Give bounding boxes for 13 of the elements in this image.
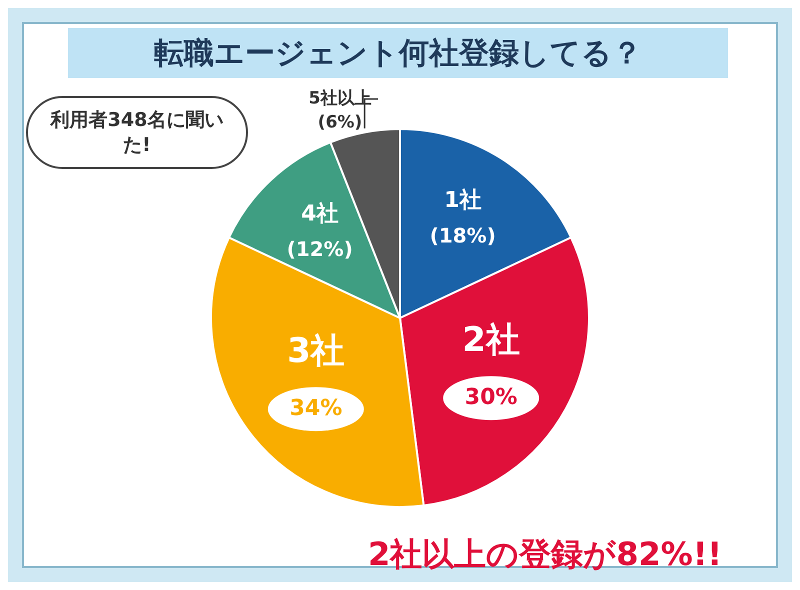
slice-label: 1社: [444, 188, 482, 213]
slice-label: 3社: [287, 330, 345, 371]
data-label: (6%): [318, 112, 362, 132]
data-label: (12%): [286, 236, 353, 261]
data-label: (18%): [430, 223, 496, 248]
slice-label: 2社: [462, 320, 520, 360]
data-label: 34%: [290, 396, 342, 421]
text: 利用者348名に聞いた!: [26, 96, 248, 170]
slice-label: 5社以上: [308, 88, 372, 108]
data-label: 30%: [464, 384, 518, 410]
text: 2社以上の登録が82%!!: [368, 534, 722, 575]
chart-title: 転職エージェント何社登録してる？: [68, 28, 728, 78]
slice-label: 4社: [301, 201, 338, 226]
